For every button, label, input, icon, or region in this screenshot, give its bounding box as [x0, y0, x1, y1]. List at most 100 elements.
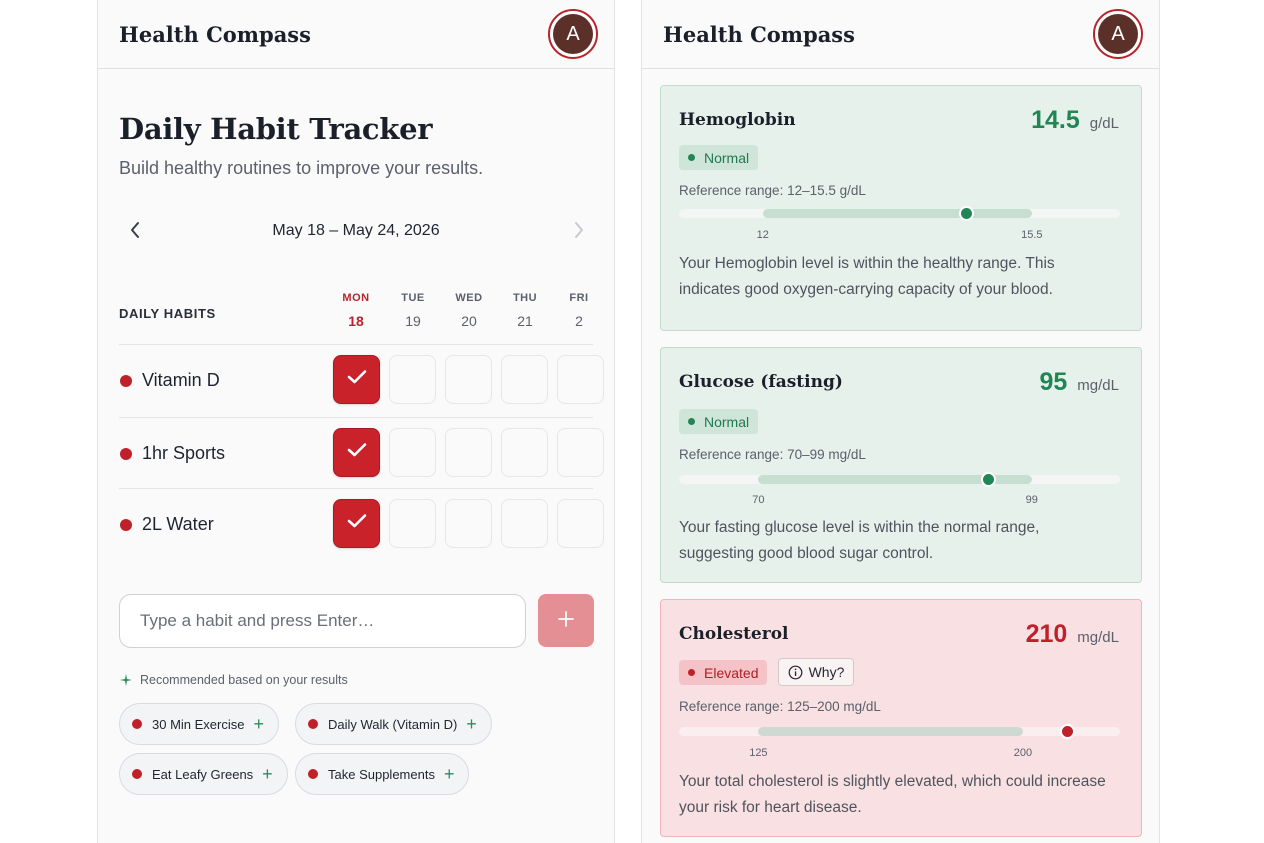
- result-value-group: 210 mg/dL: [1026, 620, 1119, 649]
- result-unit: g/dL: [1089, 115, 1119, 132]
- habit-checkbox-fri[interactable]: [557, 499, 604, 548]
- habit-checkbox-tue[interactable]: [389, 355, 436, 404]
- status-label: Normal: [704, 413, 750, 430]
- why-label: Why?: [808, 664, 845, 680]
- day-name: MON: [342, 292, 370, 304]
- day-name: TUE: [401, 292, 425, 304]
- reference-range: Reference range: 70–99 mg/dL: [679, 447, 866, 462]
- sparkle-icon: [119, 673, 133, 687]
- habit-row-1hr-sports: 1hr Sports: [119, 417, 604, 489]
- recommended-label: Recommended based on your results: [119, 673, 348, 687]
- day-number: 2: [575, 313, 583, 329]
- range-high-tick: 15.5: [1021, 229, 1043, 241]
- chip-label: Eat Leafy Greens: [152, 766, 254, 782]
- status-dot: [688, 154, 695, 161]
- week-label: May 18 – May 24, 2026: [272, 222, 440, 239]
- result-unit: mg/dL: [1077, 629, 1119, 646]
- range-high-tick: 99: [1025, 494, 1038, 506]
- result-name: Hemoglobin: [679, 110, 796, 130]
- add-habit-button[interactable]: [538, 594, 594, 647]
- avatar: A: [553, 14, 593, 54]
- result-description: Your Hemoglobin level is within the heal…: [679, 255, 1055, 298]
- range-low-tick: 125: [749, 747, 768, 759]
- status-badge: Elevated: [679, 660, 768, 685]
- result-card-hemoglobin[interactable]: Hemoglobin 14.5 g/dL Normal Reference ra…: [660, 85, 1142, 331]
- habit-checkbox-mon[interactable]: [333, 355, 380, 404]
- checkmark-icon: [347, 442, 367, 463]
- avatar-button[interactable]: A: [1093, 9, 1143, 59]
- range-high-tick: 200: [1013, 747, 1033, 759]
- result-card-cholesterol[interactable]: Cholesterol 210 mg/dL Elevated Why? Refe…: [660, 599, 1142, 837]
- previous-week-button[interactable]: [121, 218, 149, 246]
- app-title: Health Compass: [663, 21, 855, 47]
- week-navigator: May 18 – May 24, 2026: [119, 218, 593, 246]
- day-number: 20: [461, 313, 477, 329]
- habit-checkbox-mon[interactable]: [333, 428, 380, 477]
- day-column-tue: TUE 19: [390, 292, 436, 329]
- result-value: 95: [1039, 368, 1068, 396]
- day-number: 18: [348, 313, 364, 329]
- next-week-button[interactable]: [565, 218, 593, 246]
- habits-column-header: DAILY HABITS: [119, 306, 216, 321]
- day-number: 21: [517, 313, 533, 329]
- recommendation-chip-exercise[interactable]: 30 Min Exercise +: [119, 703, 279, 745]
- habit-checkbox-thu[interactable]: [501, 355, 548, 404]
- habit-status-dot: [120, 519, 132, 531]
- status-dot: [688, 669, 695, 676]
- reference-range: Reference range: 12–15.5 g/dL: [679, 183, 866, 198]
- range-value-marker: [1060, 724, 1076, 739]
- habit-tracker-panel: Health Compass A Daily Habit Tracker Bui…: [97, 0, 615, 843]
- habit-checkbox-fri[interactable]: [557, 428, 604, 477]
- chevron-left-icon: [129, 221, 141, 244]
- plus-icon: +: [443, 764, 455, 784]
- day-name: THU: [512, 292, 538, 304]
- habit-name: 1hr Sports: [142, 443, 226, 463]
- checkmark-icon: [347, 369, 367, 390]
- chip-label: 30 Min Exercise: [152, 716, 245, 732]
- habit-row-2l-water: 2L Water: [119, 488, 604, 560]
- chip-dot: [132, 719, 142, 729]
- why-button[interactable]: Why?: [778, 658, 854, 686]
- recommendation-chip-leafy-greens[interactable]: Eat Leafy Greens +: [119, 753, 288, 795]
- habit-checkbox-wed[interactable]: [445, 499, 492, 548]
- habit-checkbox-wed[interactable]: [445, 355, 492, 404]
- app-title: Health Compass: [119, 21, 311, 47]
- avatar-button[interactable]: A: [548, 9, 598, 59]
- habit-status-dot: [120, 375, 132, 387]
- habit-status-dot: [120, 448, 132, 460]
- habit-row-vitamin-d: Vitamin D: [119, 344, 604, 416]
- new-habit-input[interactable]: [119, 594, 526, 648]
- result-name: Glucose (fasting): [679, 372, 843, 392]
- recommendation-chip-supplements[interactable]: Take Supplements +: [295, 753, 470, 795]
- habit-checkbox-tue[interactable]: [389, 428, 436, 477]
- chip-label: Daily Walk (Vitamin D): [328, 716, 458, 732]
- day-name: WED: [455, 292, 483, 304]
- range-value-marker: [958, 206, 974, 221]
- day-name: FRI: [569, 292, 589, 304]
- chevron-right-icon: [573, 221, 585, 244]
- day-column-mon: MON 18: [333, 292, 379, 329]
- range-low-tick: 12: [756, 229, 769, 241]
- day-number: 19: [405, 313, 421, 329]
- page-title: Daily Habit Tracker: [119, 112, 433, 146]
- habit-checkbox-mon[interactable]: [333, 499, 380, 548]
- result-card-glucose[interactable]: Glucose (fasting) 95 mg/dL Normal Refere…: [660, 347, 1142, 583]
- habit-checkbox-thu[interactable]: [501, 428, 548, 477]
- chip-dot: [132, 769, 142, 779]
- recommendation-chip-daily-walk[interactable]: Daily Walk (Vitamin D) +: [295, 703, 492, 745]
- habit-checkbox-wed[interactable]: [445, 428, 492, 477]
- status-badge: Normal: [679, 409, 759, 434]
- result-value-group: 14.5 g/dL: [1031, 106, 1119, 135]
- range-normal-band: [762, 209, 1032, 218]
- chip-dot: [308, 719, 318, 729]
- day-column-fri: FRI 2: [556, 292, 602, 329]
- range-bar: [679, 472, 1120, 487]
- chip-dot: [308, 769, 318, 779]
- range-value-marker: [980, 472, 996, 487]
- habit-checkbox-tue[interactable]: [389, 499, 436, 548]
- status-label: Elevated: [704, 664, 759, 681]
- result-unit: mg/dL: [1077, 377, 1119, 394]
- habit-checkbox-thu[interactable]: [501, 499, 548, 548]
- plus-icon: +: [466, 714, 477, 734]
- habit-checkbox-fri[interactable]: [557, 355, 604, 404]
